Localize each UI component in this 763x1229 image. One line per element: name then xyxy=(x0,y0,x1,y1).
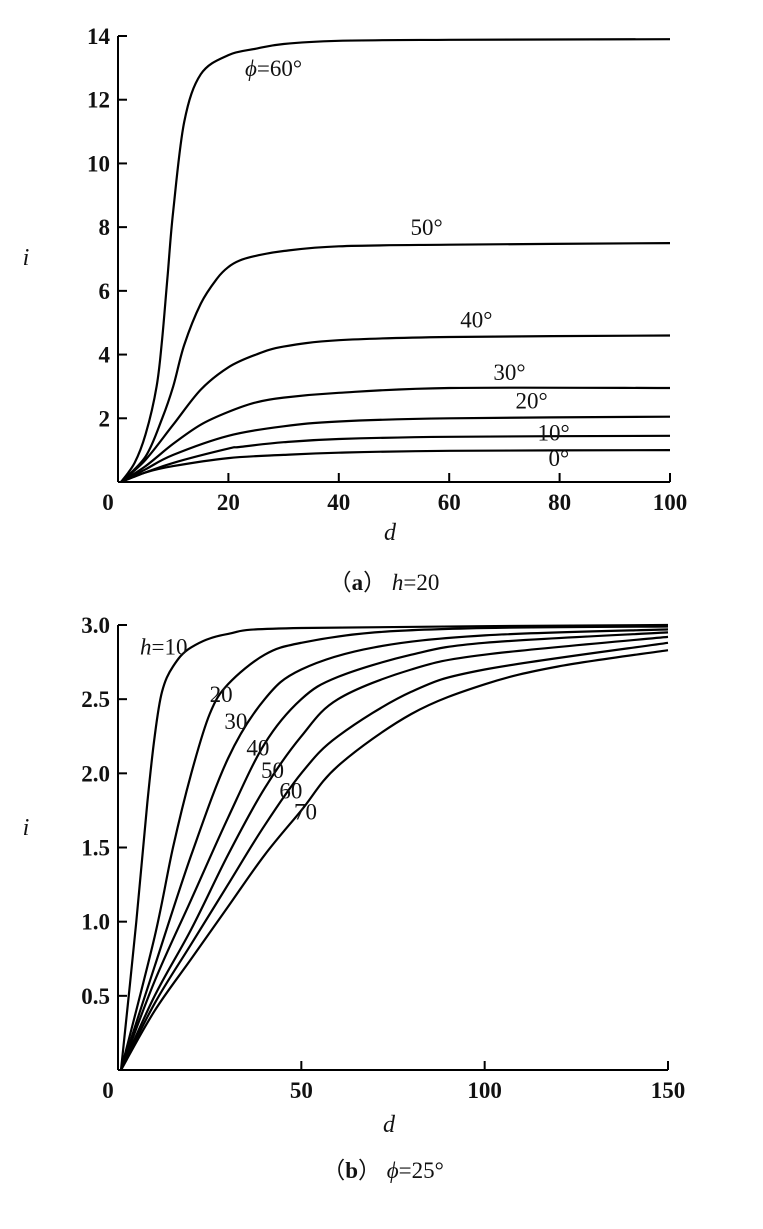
panel-b: 0 50 100 1500.51.01.52.02.53.0dih=102030405… xyxy=(23,613,686,1183)
series-label: 40° xyxy=(460,307,492,332)
x-axis-label: d xyxy=(383,1112,396,1138)
series-line xyxy=(120,449,671,484)
x-tick-label: 80 xyxy=(548,490,571,515)
panel-a: 0 20 40 60 80 100 2 4 6 8 10 12 14 d i ϕ=60° 50° 40° 30° 20… xyxy=(23,24,688,595)
series-label: 40 xyxy=(246,736,269,761)
series-label: 20° xyxy=(515,389,547,414)
series-line xyxy=(120,649,669,1071)
series-line xyxy=(120,38,671,483)
series-label: h=10 xyxy=(140,635,187,660)
series-label: 70 xyxy=(294,799,317,824)
series-label-value: =10 xyxy=(152,635,188,660)
x-axis-label: d xyxy=(384,520,397,546)
series-label-var: ϕ xyxy=(245,56,257,81)
panel-caption: （b） ϕ=25° xyxy=(322,1158,444,1183)
y-tick-label: 1.0 xyxy=(81,910,110,935)
series-label: 0° xyxy=(549,446,570,471)
series-line xyxy=(120,242,671,483)
series-line xyxy=(119,631,669,1071)
series-label: 30 xyxy=(224,709,247,734)
y-tick-label: 1.5 xyxy=(81,836,110,861)
series-line xyxy=(119,628,669,1071)
series-label: 50° xyxy=(411,215,443,240)
series-line xyxy=(120,415,671,483)
series-line xyxy=(120,334,671,483)
series-label-var: h xyxy=(140,635,152,660)
y-tick-label: 2 xyxy=(99,406,111,431)
x-tick-label: 60 xyxy=(438,490,461,515)
x-tick-label: 100 xyxy=(653,490,688,515)
y-tick-label: 10 xyxy=(87,151,110,176)
x-tick-label: 50 xyxy=(290,1078,313,1103)
panel-caption: （a） h=20 xyxy=(329,570,440,595)
series-line xyxy=(120,641,669,1071)
y-tick-label: 6 xyxy=(99,279,111,304)
x-tick-label: 0 xyxy=(102,490,114,515)
series-line xyxy=(120,434,671,484)
series-label: 30° xyxy=(493,360,525,385)
x-tick-label: 100 xyxy=(467,1078,502,1103)
series-label: ϕ=60° xyxy=(245,56,302,81)
x-tick-label: 40 xyxy=(327,490,350,515)
x-tick-label: 0 xyxy=(102,1078,114,1103)
series-line xyxy=(119,635,669,1071)
series-label-value: =60° xyxy=(257,56,302,81)
y-tick-label: 3.0 xyxy=(81,613,110,638)
y-tick-label: 12 xyxy=(87,88,110,113)
x-tick-label: 150 xyxy=(651,1078,686,1103)
series-label: 50 xyxy=(261,758,284,783)
y-tick-label: 4 xyxy=(99,343,111,368)
y-axis-label: i xyxy=(23,815,30,841)
y-tick-label: 14 xyxy=(87,24,111,49)
series-label: 60 xyxy=(279,779,302,804)
y-tick-label: 2.5 xyxy=(81,687,110,712)
series-label: 20 xyxy=(210,682,233,707)
series-line xyxy=(119,625,669,1071)
series-line xyxy=(119,623,669,1071)
y-tick-label: 8 xyxy=(99,215,111,240)
series-line xyxy=(120,386,671,483)
y-tick-label: 0.5 xyxy=(81,984,110,1009)
series-label: 10° xyxy=(538,421,570,446)
y-tick-label: 2.0 xyxy=(81,761,110,786)
x-tick-label: 20 xyxy=(217,490,240,515)
y-axis-label: i xyxy=(23,245,30,271)
